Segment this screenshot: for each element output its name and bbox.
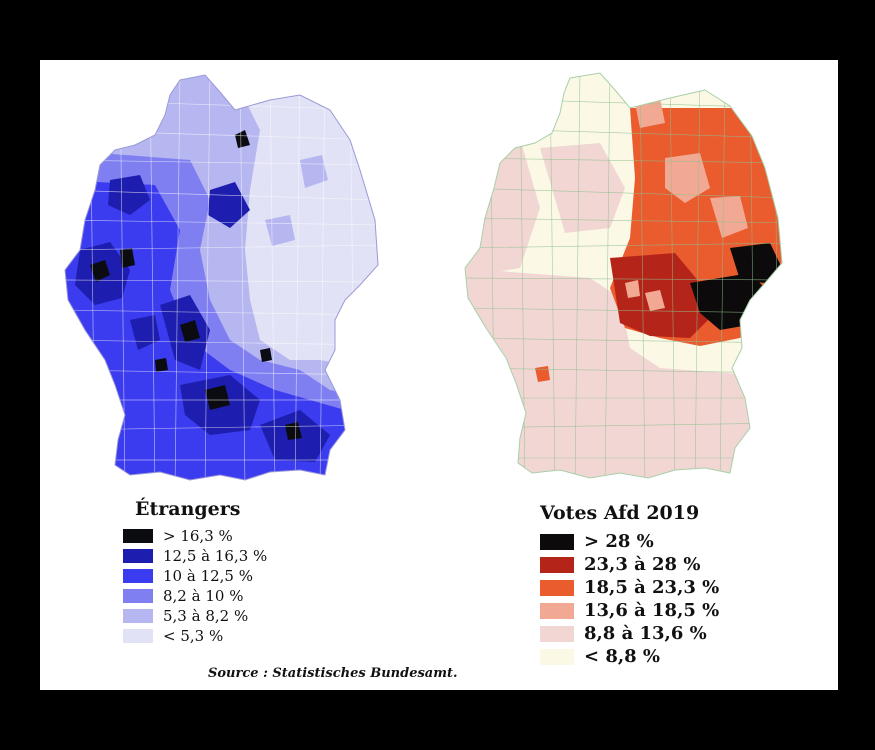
legend-label: 10 à 12,5 % — [163, 567, 253, 585]
legend-foreigners: Étrangers > 16,3 % 12,5 à 16,3 % 10 à 12… — [123, 498, 267, 646]
legend-afd-row: 8,8 à 13,6 % — [540, 622, 719, 645]
legend-foreigners-row: < 5,3 % — [123, 626, 267, 646]
legend-afd-row: > 28 % — [540, 530, 719, 553]
legend-swatch — [123, 589, 153, 603]
map-foreigners-regions — [65, 75, 378, 480]
legend-swatch — [123, 549, 153, 563]
legend-foreigners-title: Étrangers — [135, 498, 241, 520]
legend-label: 8,8 à 13,6 % — [584, 623, 707, 644]
legend-swatch — [540, 625, 574, 642]
legend-swatch — [540, 648, 574, 665]
map-afd-outline — [464, 72, 783, 479]
map-afd-regions — [465, 73, 782, 478]
legend-label: 18,5 à 23,3 % — [584, 577, 720, 598]
legend-foreigners-row: 12,5 à 16,3 % — [123, 546, 267, 566]
map-foreigners-borders — [65, 75, 378, 480]
legend-swatch — [540, 556, 574, 573]
legend-label: < 5,3 % — [163, 627, 224, 645]
legend-afd-row: 23,3 à 28 % — [540, 553, 719, 576]
legend-foreigners-row: 8,2 à 10 % — [123, 586, 267, 606]
map-foreigners — [64, 74, 379, 481]
legend-label: 12,5 à 16,3 % — [163, 547, 268, 565]
map-afd-borders — [465, 73, 782, 478]
legend-label: > 28 % — [584, 531, 654, 552]
legend-afd-row: 18,5 à 23,3 % — [540, 576, 719, 599]
figure-panel: Étrangers > 16,3 % 12,5 à 16,3 % 10 à 12… — [40, 60, 838, 690]
source-note: Source : Statistisches Bundesamt. — [208, 666, 458, 681]
legend-swatch — [123, 609, 153, 623]
legend-label: 8,2 à 10 % — [163, 587, 244, 605]
legend-foreigners-row: > 16,3 % — [123, 526, 267, 546]
legend-afd-row: < 8,8 % — [540, 645, 719, 668]
legend-foreigners-row: 5,3 à 8,2 % — [123, 606, 267, 626]
legend-label: > 16,3 % — [163, 527, 233, 545]
legend-afd: Votes Afd 2019 > 28 % 23,3 à 28 % 18,5 à… — [540, 502, 719, 668]
legend-label: 23,3 à 28 % — [584, 554, 701, 575]
legend-foreigners-row: 10 à 12,5 % — [123, 566, 267, 586]
legend-swatch — [123, 569, 153, 583]
map-foreigners-outline — [64, 74, 379, 481]
legend-label: 13,6 à 18,5 % — [584, 600, 720, 621]
legend-swatch — [540, 579, 574, 596]
legend-swatch — [540, 602, 574, 619]
legend-afd-title: Votes Afd 2019 — [540, 502, 700, 524]
legend-afd-row: 13,6 à 18,5 % — [540, 599, 719, 622]
legend-label: 5,3 à 8,2 % — [163, 607, 249, 625]
legend-swatch — [540, 533, 574, 550]
legend-swatch — [123, 629, 153, 643]
map-afd-votes — [464, 72, 783, 479]
legend-label: < 8,8 % — [584, 646, 661, 667]
legend-swatch — [123, 529, 153, 543]
